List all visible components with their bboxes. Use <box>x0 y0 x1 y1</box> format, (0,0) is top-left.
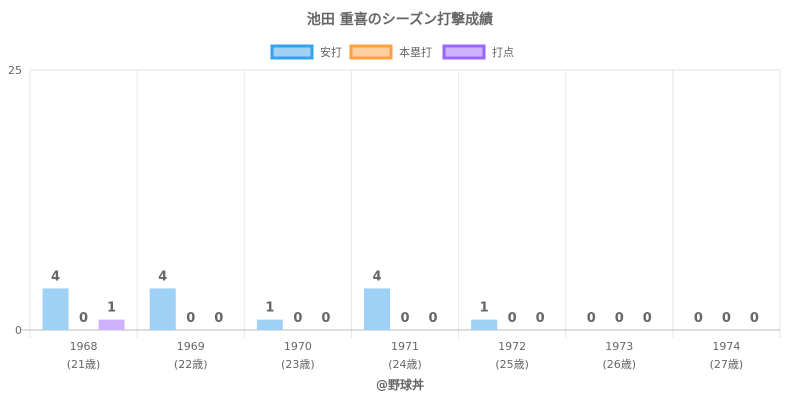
data-labels: 4 0 1 4 0 0 1 0 0 4 0 0 1 0 0 0 0 0 0 0 0 <box>51 269 759 326</box>
x-tick-age-label: (24歳) <box>388 358 422 371</box>
data-label-1973-1: 0 <box>615 311 624 326</box>
x-axis: 1968 (21歳) 1969 (22歳) 1970 (23歳) 1971 (24歳) 1972… <box>67 340 743 371</box>
data-label-1969-2: 0 <box>214 311 223 326</box>
data-label-1974-2: 0 <box>750 311 759 326</box>
data-label-1970-2: 0 <box>321 311 330 326</box>
x-tick-age-label: (21歳) <box>67 358 101 371</box>
bar-1968-2[interactable] <box>98 319 125 330</box>
x-tick-label: 1974 <box>712 340 740 353</box>
bar-1972-0[interactable] <box>471 319 498 330</box>
data-label-1972-2: 0 <box>536 311 545 326</box>
x-tick-label: 1971 <box>391 340 419 353</box>
data-label-1972-1: 0 <box>508 311 517 326</box>
y-tick-label: 25 <box>8 64 22 77</box>
data-label-1968-0: 4 <box>51 269 60 284</box>
x-tick-label: 1968 <box>70 340 98 353</box>
data-label-1969-0: 4 <box>158 269 167 284</box>
legend: 安打 本塁打 打点 <box>270 44 514 60</box>
data-label-1974-0: 0 <box>694 311 703 326</box>
y-tick-label: 0 <box>15 324 22 337</box>
x-axis-label: @野球丼 <box>376 377 424 392</box>
data-label-1972-0: 1 <box>480 301 489 316</box>
x-tick-label: 1969 <box>177 340 205 353</box>
grid <box>22 69 781 338</box>
x-tick-age-label: (26歳) <box>602 358 636 371</box>
legend-label-1[interactable]: 本塁打 <box>399 45 432 59</box>
x-tick-age-label: (23歳) <box>281 358 315 371</box>
data-label-1970-1: 0 <box>293 311 302 326</box>
bar-1971-0[interactable] <box>364 288 390 330</box>
bars <box>42 288 498 330</box>
x-tick-age-label: (25歳) <box>495 358 529 371</box>
data-label-1968-2: 1 <box>107 301 116 316</box>
x-tick-age-label: (22歳) <box>174 358 208 371</box>
bar-1969-0[interactable] <box>149 288 176 330</box>
data-label-1971-0: 4 <box>372 269 381 284</box>
x-tick-label: 1973 <box>605 340 633 353</box>
data-label-1968-1: 0 <box>79 311 88 326</box>
data-label-1973-2: 0 <box>643 311 652 326</box>
bar-1968-0[interactable] <box>42 288 69 330</box>
data-label-1970-0: 1 <box>265 301 274 316</box>
chart-title: 池田 重喜のシーズン打撃成績 <box>307 11 493 28</box>
data-label-1971-2: 0 <box>428 311 437 326</box>
x-tick-age-label: (27歳) <box>710 358 744 371</box>
data-label-1971-1: 0 <box>400 311 409 326</box>
legend-label-2[interactable]: 打点 <box>492 45 514 59</box>
legend-swatch-1[interactable] <box>349 44 393 60</box>
y-axis: 0 25 <box>8 64 22 337</box>
bar-1970-0[interactable] <box>256 319 283 330</box>
legend-label-0[interactable]: 安打 <box>320 45 342 59</box>
legend-swatch-2[interactable] <box>442 44 486 60</box>
data-label-1974-1: 0 <box>722 311 731 326</box>
data-label-1973-0: 0 <box>587 311 596 326</box>
x-tick-label: 1970 <box>284 340 312 353</box>
legend-swatch-0[interactable] <box>270 44 314 60</box>
x-tick-label: 1972 <box>498 340 526 353</box>
data-label-1969-1: 0 <box>186 311 195 326</box>
